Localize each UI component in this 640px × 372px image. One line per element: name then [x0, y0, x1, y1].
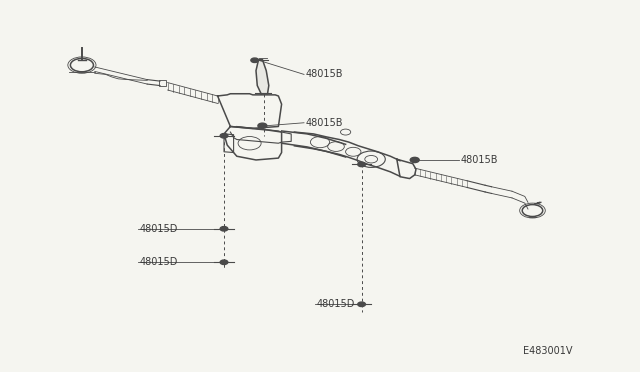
Circle shape — [220, 134, 228, 138]
Text: 48015B: 48015B — [461, 155, 499, 165]
Text: 48015D: 48015D — [140, 224, 178, 234]
Text: E483001V: E483001V — [524, 346, 573, 356]
Polygon shape — [256, 60, 269, 94]
Circle shape — [358, 302, 365, 307]
Bar — [159, 80, 166, 86]
Text: 48015D: 48015D — [140, 257, 178, 267]
Circle shape — [220, 227, 228, 231]
Text: 48015B: 48015B — [306, 118, 344, 128]
Circle shape — [410, 157, 419, 163]
Circle shape — [358, 162, 365, 167]
Text: 48015D: 48015D — [317, 299, 355, 309]
Text: 48015B: 48015B — [306, 70, 344, 79]
Circle shape — [220, 260, 228, 264]
Circle shape — [258, 123, 267, 128]
Circle shape — [251, 58, 259, 62]
